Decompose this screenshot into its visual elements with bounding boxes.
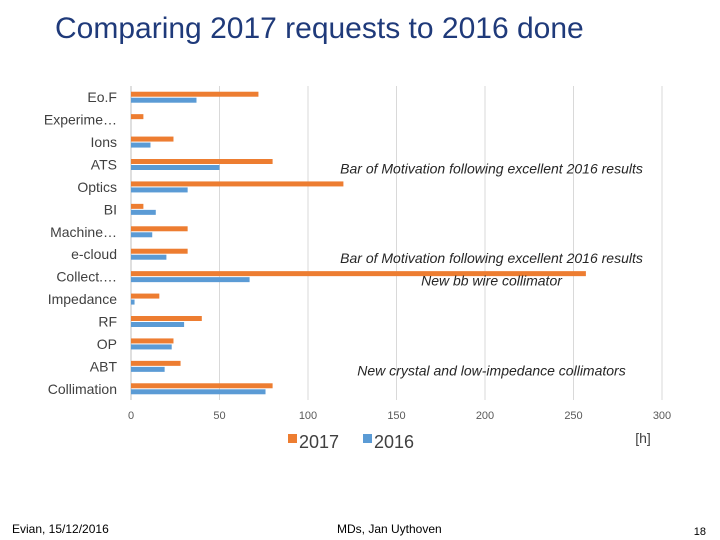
bar-2016 [131, 97, 197, 103]
bar-2017 [131, 293, 160, 299]
bar-2017 [131, 91, 259, 97]
footer-author: MDs, Jan Uythoven [337, 522, 442, 536]
bar-2016 [131, 165, 220, 170]
bar-2017 [131, 360, 181, 366]
bar-2016 [131, 344, 172, 350]
bar-2017 [131, 338, 174, 344]
category-label: e-cloud [71, 246, 117, 262]
category-label: Optics [77, 179, 117, 195]
category-label: Collect.… [56, 269, 117, 285]
bar-2016 [131, 142, 151, 148]
legend-label-2016: 2016 [374, 432, 414, 452]
bar-2016 [131, 277, 250, 283]
category-label: Machine… [50, 224, 117, 240]
x-axis-label: [h] [635, 430, 651, 446]
x-tick-label: 300 [653, 410, 671, 422]
bar-2016 [131, 232, 153, 238]
legend-label-2017: 2017 [299, 432, 339, 452]
x-tick-label: 200 [476, 410, 494, 422]
category-label: RF [98, 314, 117, 330]
x-tick-label: 50 [213, 410, 225, 422]
bar-2017 [131, 203, 144, 209]
footer-date-location: Evian, 15/12/2016 [12, 522, 109, 536]
category-label: BI [104, 201, 117, 217]
legend-swatch-2016 [363, 434, 372, 443]
x-tick-label: 0 [128, 410, 134, 422]
bar-2016 [131, 322, 185, 327]
bar-2017 [131, 271, 586, 277]
bar-2016 [131, 254, 167, 260]
slide-title: Comparing 2017 requests to 2016 done [55, 12, 584, 45]
bar-2016 [131, 209, 156, 215]
x-tick-label: 250 [564, 410, 582, 422]
bar-2016 [131, 389, 266, 395]
bar-2016 [131, 366, 165, 372]
category-label: Ions [91, 134, 117, 150]
bar-2017 [131, 226, 188, 232]
bar-2017 [131, 159, 273, 164]
page-number: 18 [693, 526, 706, 538]
chart-annotation: New bb wire collimator [421, 273, 563, 289]
category-label: Collimation [48, 381, 117, 397]
category-label: OP [97, 336, 117, 352]
category-label: Eo.F [87, 89, 117, 105]
chart-annotation: Bar of Motivation following excellent 20… [340, 161, 643, 177]
bar-2017 [131, 316, 202, 321]
category-label: ABT [90, 358, 118, 374]
bar-2017 [131, 114, 144, 120]
bar-2017 [131, 383, 273, 389]
category-label: ATS [91, 157, 117, 173]
legend-swatch-2017 [288, 434, 297, 443]
bar-2017 [131, 136, 174, 142]
bar-2017 [131, 248, 188, 254]
bar-2017 [131, 181, 344, 187]
x-tick-label: 150 [387, 410, 405, 422]
category-label: Experime… [44, 112, 117, 128]
x-tick-label: 100 [299, 410, 317, 422]
category-label: Impedance [48, 291, 117, 307]
chart-annotation: Bar of Motivation following excellent 20… [340, 250, 643, 266]
bar-2016 [131, 299, 135, 305]
bar-2016 [131, 187, 188, 193]
chart-annotation: New crystal and low-impedance collimator… [357, 362, 625, 378]
